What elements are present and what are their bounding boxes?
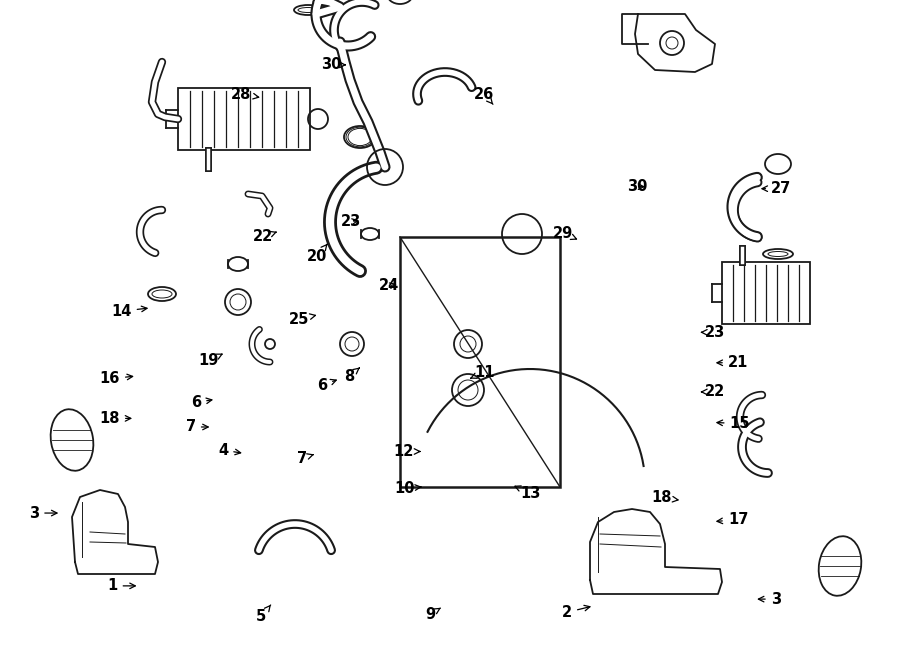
Polygon shape — [635, 14, 715, 72]
Text: 26: 26 — [474, 87, 494, 105]
Text: 18: 18 — [100, 411, 130, 426]
Bar — [400, 237, 560, 487]
Text: 7: 7 — [185, 420, 208, 434]
Text: 25: 25 — [289, 312, 316, 326]
Text: 28: 28 — [231, 87, 258, 101]
Text: 27: 27 — [762, 181, 791, 196]
Text: 7: 7 — [297, 451, 313, 465]
Text: 14: 14 — [112, 304, 147, 318]
Text: 4: 4 — [218, 443, 240, 457]
Text: 20: 20 — [307, 244, 327, 264]
Text: 2: 2 — [562, 605, 590, 620]
Text: 8: 8 — [344, 368, 359, 383]
Text: 3: 3 — [759, 592, 781, 606]
Text: 30: 30 — [321, 58, 345, 72]
Text: 30: 30 — [627, 179, 647, 194]
Polygon shape — [72, 490, 158, 574]
Text: 21: 21 — [717, 355, 748, 370]
Text: 1: 1 — [107, 579, 135, 593]
Text: 6: 6 — [317, 378, 337, 393]
Bar — [178, 88, 310, 150]
Text: 16: 16 — [100, 371, 132, 386]
Text: 5: 5 — [256, 605, 271, 624]
Text: 18: 18 — [652, 491, 678, 505]
Text: 11: 11 — [471, 365, 494, 379]
Text: 22: 22 — [702, 385, 725, 399]
Polygon shape — [590, 509, 722, 594]
Text: 3: 3 — [29, 506, 57, 520]
Text: 19: 19 — [199, 354, 222, 368]
Text: 6: 6 — [191, 395, 211, 410]
Bar — [722, 262, 810, 324]
Text: 23: 23 — [341, 214, 361, 229]
Text: 9: 9 — [425, 607, 440, 622]
Text: 23: 23 — [702, 325, 725, 340]
Text: 13: 13 — [515, 486, 541, 500]
Text: 22: 22 — [253, 230, 276, 244]
Text: 17: 17 — [717, 512, 748, 527]
Text: 10: 10 — [395, 481, 421, 496]
Text: 24: 24 — [379, 279, 399, 293]
Text: 12: 12 — [393, 444, 420, 459]
Text: 29: 29 — [553, 226, 577, 240]
Text: 15: 15 — [717, 416, 750, 431]
